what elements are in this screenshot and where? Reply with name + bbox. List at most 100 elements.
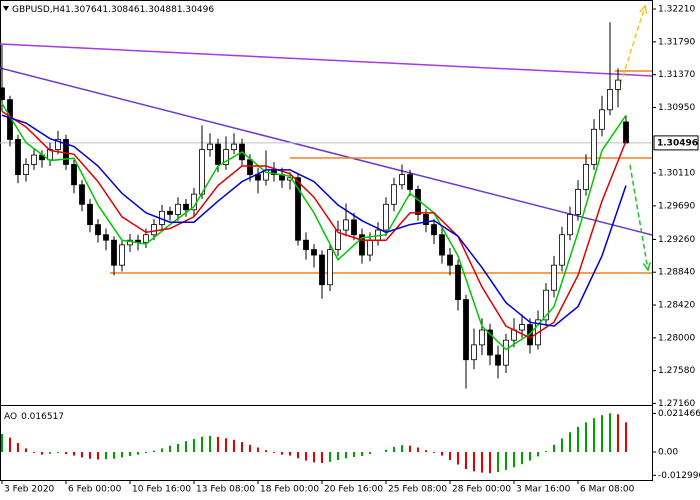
candle-body xyxy=(503,339,509,366)
y-tick-label: 1.31370 xyxy=(658,70,695,80)
x-tick-label: 18 Feb 00:00 xyxy=(260,485,319,495)
candle-body xyxy=(119,244,125,266)
candle-body xyxy=(111,239,117,266)
header-value: GBPUSD,H4 xyxy=(12,5,65,15)
y-tick-label: 1.32210 xyxy=(658,5,695,15)
candle-body xyxy=(175,203,181,215)
x-tick-label: 28 Feb 00:00 xyxy=(452,485,511,495)
y-tick-label: 0.021466 xyxy=(658,409,700,419)
candle-body xyxy=(591,128,597,165)
x-tick-label: 20 Feb 16:00 xyxy=(324,485,383,495)
trend-line xyxy=(0,67,653,236)
y-tick-label: 0.00 xyxy=(658,447,678,457)
candle-body xyxy=(319,254,325,286)
moving-average xyxy=(1,114,627,327)
price-label: 1.30496 xyxy=(657,138,698,148)
x-tick-label: 6 Feb 00:00 xyxy=(68,485,122,495)
candle-body xyxy=(335,229,341,250)
candle-body xyxy=(455,264,461,300)
candle-body xyxy=(495,354,501,366)
candle-body xyxy=(599,109,605,130)
candle-body xyxy=(543,289,549,321)
indicator-name: AO xyxy=(4,412,17,422)
candle-body xyxy=(151,224,157,236)
candle-body xyxy=(615,79,621,90)
candle-body xyxy=(351,219,357,236)
candle-body xyxy=(55,139,61,151)
candle-body xyxy=(231,143,237,151)
candle-body xyxy=(103,234,109,241)
candle-body xyxy=(391,184,397,205)
candle-body xyxy=(431,224,437,236)
candle-body xyxy=(551,264,557,291)
candle-body xyxy=(247,159,253,176)
candle-body xyxy=(399,174,405,186)
candle-body xyxy=(0,87,5,101)
x-tick-label: 3 Mar 16:00 xyxy=(516,485,571,495)
y-tick-label: 1.29260 xyxy=(658,235,695,245)
chart-header: GBPUSD,H41.307641.308461.304881.30496 xyxy=(12,5,214,15)
plot-frame xyxy=(0,0,653,481)
candle-body xyxy=(463,299,469,361)
candle-body xyxy=(439,234,445,256)
candle-body xyxy=(519,324,525,331)
moving-average xyxy=(1,110,627,339)
x-tick-label: 6 Mar 08:00 xyxy=(580,485,635,495)
candle-body xyxy=(343,219,349,231)
candle-body xyxy=(471,344,477,361)
candle-body xyxy=(183,203,189,211)
y-tick-label: 1.30950 xyxy=(658,103,695,113)
candle-body xyxy=(311,249,317,256)
indicator-value: 0.016517 xyxy=(21,412,64,422)
candle-body xyxy=(575,189,581,215)
candle-body xyxy=(423,214,429,225)
x-tick-label: 25 Feb 08:00 xyxy=(388,485,447,495)
moving-average xyxy=(1,103,627,351)
candle-body xyxy=(23,164,29,176)
forecast-arrow xyxy=(617,5,646,93)
trend-line xyxy=(0,43,653,77)
y-tick-label: 1.27160 xyxy=(658,399,695,409)
candle-body xyxy=(383,203,389,231)
candle-body xyxy=(367,239,373,256)
forecast-arrow xyxy=(629,164,649,271)
y-tick-label: 1.27580 xyxy=(658,366,695,376)
candle-body xyxy=(559,234,565,266)
candle-body xyxy=(199,149,205,195)
header-value: 1.30496 xyxy=(177,5,214,15)
candle-body xyxy=(15,139,21,176)
candle-body xyxy=(31,154,37,165)
arrow-head xyxy=(642,261,651,272)
y-tick-label: -0.012996 xyxy=(658,471,700,481)
candle-body xyxy=(303,239,309,250)
candle-body xyxy=(71,164,77,186)
y-tick-label: 1.31790 xyxy=(658,37,695,47)
candle-body xyxy=(87,203,93,225)
y-tick-label: 1.28840 xyxy=(658,268,695,278)
header-value: 1.30846 xyxy=(102,5,139,15)
x-tick-label: 3 Feb 2020 xyxy=(4,485,55,495)
candle-body xyxy=(295,177,301,241)
candle-body xyxy=(207,143,213,151)
candle-body xyxy=(583,164,589,190)
candle-body xyxy=(623,121,629,144)
x-tick-label: 13 Feb 08:00 xyxy=(196,485,255,495)
header-value: 1.30764 xyxy=(65,5,102,15)
candle-body xyxy=(215,143,221,165)
header-value: 1.30488 xyxy=(140,5,177,15)
candle-body xyxy=(327,249,333,286)
candle-body xyxy=(95,224,101,236)
candle-body xyxy=(447,254,453,266)
x-tick-label: 10 Feb 16:00 xyxy=(132,485,191,495)
arrow-head xyxy=(639,4,648,14)
candle-body xyxy=(487,329,493,356)
candle-body xyxy=(167,210,173,215)
candle-body xyxy=(407,174,413,190)
y-tick-label: 1.29690 xyxy=(658,201,695,211)
header-icon xyxy=(3,6,9,11)
candle-body xyxy=(479,329,485,346)
candle-body xyxy=(567,214,573,236)
y-tick-label: 1.30110 xyxy=(658,169,695,179)
